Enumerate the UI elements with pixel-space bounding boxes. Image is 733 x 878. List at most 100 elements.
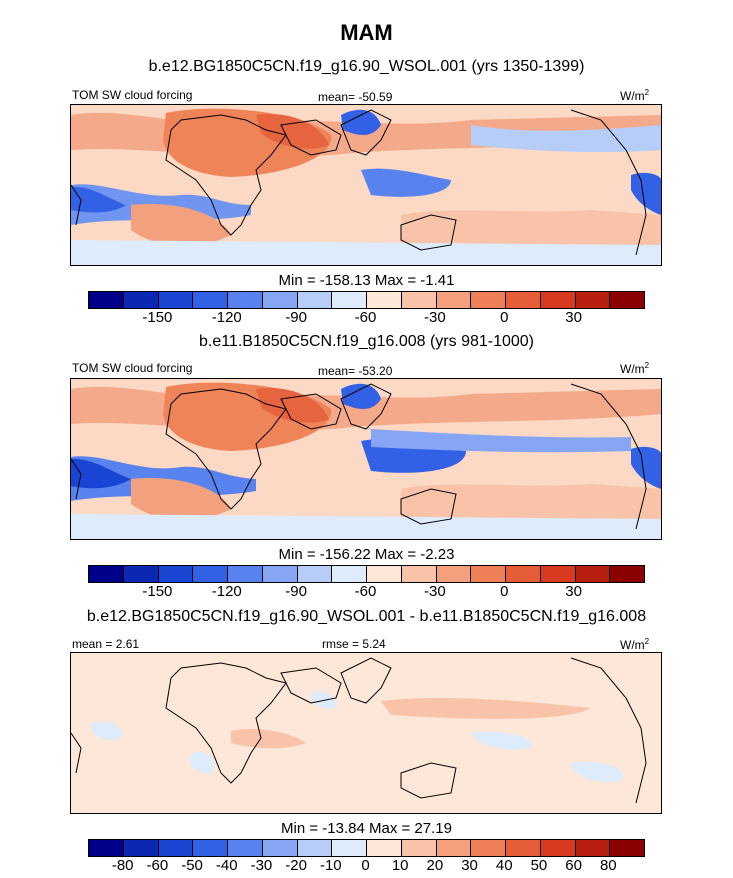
blue-core-west: [71, 186, 126, 213]
colorbar-segment: [297, 840, 333, 856]
equatorial-pacific-band: [371, 429, 631, 453]
colorbar-segment: [540, 566, 576, 582]
colorbar-segment: [540, 292, 576, 308]
south-pacific-band: [401, 210, 661, 251]
maritime-blue: [361, 168, 451, 197]
colorbar-tick-label: -60: [354, 309, 377, 326]
panel-3-map-field: [71, 653, 661, 813]
colorbar-segment: [123, 566, 159, 582]
colorbar-segment: [575, 840, 611, 856]
asia-coastline: [340, 383, 392, 430]
asia-coastline: [340, 657, 392, 704]
colorbar-segment: [436, 840, 472, 856]
panel-3-colorbar: [88, 839, 645, 857]
colorbar-tick-label: 30: [565, 583, 582, 600]
colorbar-segment: [575, 292, 611, 308]
colorbar-segment: [506, 292, 541, 308]
colorbar-segment: [332, 840, 367, 856]
panel-2-colorbar-labels: -150 -120 -90 -60 -30 0 30: [88, 583, 643, 601]
colorbar-segment: [610, 292, 644, 308]
panel-1-subtitle: b.e12.BG1850C5CN.f19_g16.90_WSOL.001 (yr…: [148, 58, 585, 75]
asia-coastline: [340, 109, 392, 156]
colorbar-segment: [401, 566, 437, 582]
colorbar-segment: [367, 566, 402, 582]
colorbar-segment: [89, 566, 124, 582]
americas-coastline: [570, 109, 647, 256]
americas-coastline: [570, 383, 647, 530]
colorbar-tick-label: 0: [500, 309, 509, 326]
colorbar-segment: [610, 840, 644, 856]
colorbar-tick-label: -80: [111, 857, 134, 874]
colorbar-segment: [123, 840, 159, 856]
colorbar-segment: [471, 292, 506, 308]
colorbar-segment: [575, 566, 611, 582]
colorbar-segment: [297, 566, 333, 582]
colorbar-segment: [332, 566, 367, 582]
north-pacific-band: [471, 125, 661, 153]
colorbar-segment: [228, 292, 263, 308]
africa-difference-red: [231, 728, 306, 749]
east-pacific-blue: [631, 446, 661, 489]
colorbar-segment: [158, 566, 194, 582]
colorbar-segment: [436, 566, 472, 582]
australia-coastline: [400, 762, 457, 799]
background-field: [71, 653, 661, 813]
arabia-coastline: [280, 393, 342, 430]
colorbar-segment: [193, 840, 228, 856]
africa-coastline: [165, 114, 287, 236]
south-america-coastline: [71, 732, 82, 774]
australia-coastline: [400, 214, 457, 251]
blue-patch-4: [189, 752, 215, 774]
colorbar-segment: [89, 840, 124, 856]
panel-1-map-field: [71, 105, 661, 265]
panel-3-colorbar-labels: -80 -60 -50 -40 -30 -20 -10 0 10 20 30 40 50 60 80: [88, 857, 643, 875]
colorbar-tick-label: -150: [142, 583, 173, 600]
panel-3-subtitle: b.e12.BG1850C5CN.f19_g16.90_WSOL.001 - b…: [86, 608, 647, 625]
panel-3-units-label: W/m2: [620, 637, 650, 652]
panel-3-map: [70, 652, 662, 814]
colorbar-tick-label: -30: [250, 857, 273, 874]
blue-patch-1: [91, 721, 122, 740]
colorbar-tick-label: -60: [354, 583, 377, 600]
panel-1-units-label: W/m2: [620, 88, 650, 103]
east-asia-blue: [341, 109, 381, 135]
blue-core-west: [71, 458, 131, 489]
colorbar-segment: [401, 840, 437, 856]
panel-1-variable-label: TOM SW cloud forcing: [72, 88, 193, 102]
southern-ocean-band: [71, 240, 661, 265]
colorbar-tick-label: -50: [181, 857, 203, 874]
colorbar-segment: [297, 292, 333, 308]
colorbar-tick-label: 60: [565, 857, 582, 874]
colorbar-tick-label: 50: [530, 857, 548, 874]
panel-3-mean-label: mean = 2.61: [72, 637, 140, 651]
blue-patch-5: [571, 761, 623, 782]
colorbar-segment: [332, 292, 367, 308]
east-pacific-blue: [631, 172, 661, 215]
panel-2-minmax: Min = -156.22 Max = -2.23: [278, 546, 455, 563]
colorbar-tick-label: -90: [285, 583, 307, 600]
blue-patch-3: [471, 731, 533, 750]
colorbar-segment: [367, 840, 402, 856]
panel-1-map: [70, 104, 662, 266]
panel-2-colorbar: [88, 565, 645, 583]
colorbar-tick-label: -10: [319, 857, 342, 874]
americas-coastline: [570, 657, 647, 804]
panel-2-variable-label: TOM SW cloud forcing: [72, 361, 193, 375]
colorbar-tick-label: -60: [146, 857, 169, 874]
panel-1-mean-label: mean= -50.59: [318, 90, 393, 104]
south-america-coastline: [71, 184, 82, 226]
panel-2-mean-label: mean= -53.20: [318, 364, 393, 378]
colorbar-segment: [89, 292, 124, 308]
south-pacific-band: [401, 484, 661, 525]
panel-3-minmax: Min = -13.84 Max = 27.19: [281, 820, 452, 837]
colorbar-segment: [610, 566, 644, 582]
colorbar-tick-label: -30: [424, 309, 446, 326]
southern-ocean-band: [71, 514, 661, 539]
panel-1-colorbar-labels: -150 -120 -90 -60 -30 0 30: [88, 309, 643, 327]
south-america-coastline: [71, 458, 82, 500]
colorbar-tick-label: 20: [426, 857, 444, 874]
colorbar-tick-label: 30: [565, 309, 582, 326]
colorbar-tick-label: 10: [391, 857, 409, 874]
arabia-coastline: [280, 119, 342, 156]
panel-2-units-label: W/m2: [620, 361, 650, 376]
